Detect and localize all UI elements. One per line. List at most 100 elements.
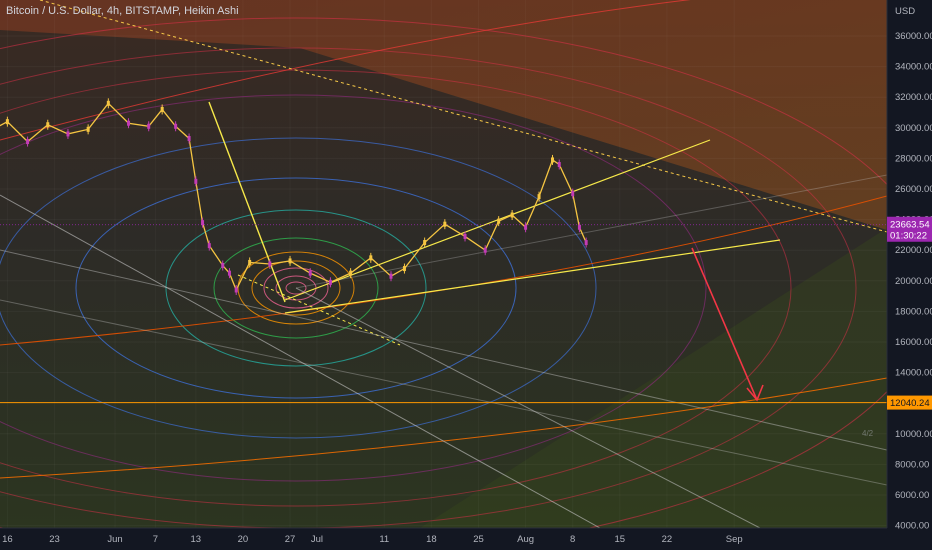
x-tick-label: 13: [191, 534, 202, 545]
price-candle-body: [207, 243, 211, 249]
y-tick-label: 14000.00: [895, 368, 932, 379]
price-candle-body: [308, 270, 312, 276]
projection-arrow: [691, 247, 764, 402]
y-tick-label: 10000.00: [895, 429, 932, 440]
currency-label: USD: [895, 6, 915, 17]
price-candle-body: [26, 139, 30, 145]
y-tick-label: 30000.00: [895, 123, 932, 134]
y-axis-panel: [887, 0, 932, 550]
price-candle-body: [463, 233, 467, 239]
x-tick-label: Jun: [107, 534, 122, 545]
last-price-tag-box: [887, 216, 932, 242]
fib-circle-ring: [0, 137, 597, 439]
price-candle-body: [268, 261, 272, 267]
x-tick-label: Aug: [517, 534, 534, 545]
price-candle-body: [106, 100, 110, 106]
price-candle-body: [66, 131, 70, 137]
price-candle-body: [187, 136, 191, 142]
price-candle-body: [127, 120, 131, 126]
x-tick-label: 15: [615, 534, 626, 545]
x-tick-label: Jul: [311, 534, 323, 545]
fib-circle-ring: [251, 260, 341, 316]
chart-title: Bitcoin / U.S. Dollar, 4h, BITSTAMP, Hei…: [6, 5, 239, 17]
price-candle-body: [86, 126, 90, 132]
x-tick-label: 20: [238, 534, 249, 545]
price-candle-body: [234, 287, 238, 293]
ring-label: 4/2: [862, 429, 874, 438]
fib-circle-ring: [263, 267, 329, 309]
dashed-resistance-line: [39, 0, 887, 233]
y-tick-label: 6000.00: [895, 490, 929, 501]
drop-line: [208, 101, 286, 303]
price-candle-body: [349, 270, 353, 276]
price-candle-body: [174, 123, 178, 129]
price-candle-body: [160, 106, 164, 112]
y-tick-label: 16000.00: [895, 337, 932, 348]
lower-right-shade: [420, 228, 887, 528]
y-tick-label: 8000.00: [895, 459, 929, 470]
x-tick-label: 8: [570, 534, 575, 545]
x-axis-panel: [0, 528, 887, 550]
y-axis[interactable]: USD 36000.00 34000.00 32000.00 30000.00 2800…: [886, 0, 932, 550]
big-arc-top: [0, 0, 691, 141]
price-candle-body: [584, 240, 588, 246]
y-tick-label: 26000.00: [895, 184, 932, 195]
price-candle-body: [510, 212, 514, 218]
gray-fan-line: [0, 299, 887, 486]
lower-rising-line: [284, 239, 781, 314]
price-candle-body: [227, 270, 231, 276]
x-tick-label: 25: [473, 534, 484, 545]
y-tick-label: 4000.00: [895, 521, 929, 532]
price-candle-body: [201, 220, 205, 226]
last-price-value: 23663.54: [890, 220, 930, 231]
price-candle-body: [497, 218, 501, 224]
gray-fan-line: [0, 194, 601, 528]
fib-circle-ring: [0, 17, 887, 528]
price-candle-body: [248, 259, 252, 265]
y-tick-label: 18000.00: [895, 306, 932, 317]
big-arc-lower: [0, 377, 887, 479]
price-candle-body: [557, 162, 561, 168]
price-candle-body: [46, 122, 50, 128]
y-tick-label: 36000.00: [895, 31, 932, 42]
gray-fan-line: [295, 174, 887, 289]
x-tick-label: 22: [662, 534, 673, 545]
fib-circle-ring: [165, 209, 427, 367]
price-candle-body: [537, 194, 541, 200]
x-tick-label: 11: [379, 534, 389, 545]
price-candle-body: [402, 266, 406, 272]
x-tick-label: 16: [2, 534, 13, 545]
fib-circle-ring: [285, 281, 307, 295]
price-candle-body: [577, 224, 581, 230]
fib-circle-ring: [213, 237, 379, 339]
price-candle-body: [194, 178, 198, 184]
gray-fan-line: [0, 249, 887, 451]
x-tick-label: 23: [49, 534, 60, 545]
fib-circle-ring: [75, 177, 517, 399]
price-candle-body: [147, 123, 151, 129]
last-price-countdown: 01:30:22: [890, 231, 927, 242]
price-candle-body: [524, 224, 528, 230]
gray-fan-line: [295, 287, 761, 528]
y-tick-label: 20000.00: [895, 276, 932, 287]
price-candle-body: [551, 157, 555, 163]
gridlines: [0, 0, 887, 528]
y-tick-label: 28000.00: [895, 153, 932, 164]
y-tick-label: 34000.00: [895, 62, 932, 73]
target-level-tag: 12040.24: [887, 395, 932, 410]
target-tag-box: [887, 395, 932, 410]
price-candle-body: [483, 247, 487, 253]
price-candle-body: [443, 221, 447, 227]
price-candle-body: [5, 119, 9, 125]
price-candle-body: [288, 258, 292, 264]
price-candle-body: [571, 191, 575, 197]
trend-lines: [0, 0, 887, 528]
x-axis[interactable]: 16 23 Jun 7 13 20 27 Jul 11 18 25 Aug 8 15 22 Sep: [0, 527, 887, 550]
target-tag-value: 12040.24: [890, 398, 930, 409]
x-tick-label: Sep: [726, 534, 743, 545]
x-tick-label: 18: [426, 534, 437, 545]
price-series: [0, 98, 588, 295]
y-tick-label: 22000.00: [895, 245, 932, 256]
